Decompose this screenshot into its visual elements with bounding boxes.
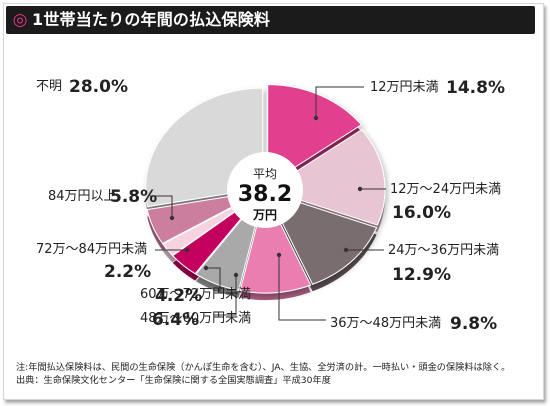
leader-dot xyxy=(343,247,349,253)
slice-category-label: 12万～24万円未満 xyxy=(390,182,501,197)
slice-labels: 12万円未満 14.8% 12万～24万円未満 16.0% 24万～36万円未満 12.9… xyxy=(36,77,505,334)
leader-dot xyxy=(313,115,319,121)
slice-category-label: 不明 xyxy=(36,79,62,94)
leader-dot xyxy=(203,265,209,271)
footnote: 注:年間払込保険料は、民間の生命保険（かんぽ生命を含む）、JA、生協、全労済の計… xyxy=(16,362,511,373)
title-bar: ◎ 1世帯当たりの年間の払込保険料 xyxy=(6,6,535,34)
slice-category-label: 48万～60万円未満 xyxy=(140,311,251,326)
center-value: 38.2 xyxy=(238,182,292,207)
slice-value-label: 2.2% xyxy=(104,262,151,282)
leader-line xyxy=(278,255,326,321)
slice-value-label: 16.0% xyxy=(392,203,451,223)
center-label: 平均 xyxy=(253,167,277,181)
leader-dot xyxy=(357,186,363,192)
chart-title: 1世帯当たりの年間の払込保険料 xyxy=(32,10,271,29)
leader-line xyxy=(150,195,173,218)
center-unit: 万円 xyxy=(252,208,277,222)
leader-line xyxy=(214,275,237,316)
slice-category-label: 72万～84万円未満 xyxy=(36,242,147,257)
title-bullet-icon: ◎ xyxy=(12,10,28,30)
slice-value-label: 14.8% xyxy=(446,78,505,98)
slice-category-label: 84万円以上 xyxy=(48,189,117,204)
slice-category-label: 24万～36万円未満 xyxy=(388,243,499,258)
slice-category-label: 12万円未満 xyxy=(370,80,439,95)
slice-value-label: 4.2% xyxy=(155,286,202,306)
leader-line xyxy=(206,267,221,292)
leader-dot xyxy=(276,252,282,258)
slice-value-label: 6.4% xyxy=(152,310,199,330)
pie-slice xyxy=(266,191,378,285)
slice-value-label: 28.0% xyxy=(69,77,128,97)
slice-category-label: 36万～48万円未満 xyxy=(330,316,441,331)
slice-value-label: 12.9% xyxy=(392,265,451,285)
slice-category-label: 60万～72万円未満 xyxy=(140,287,251,302)
slice-value-label: 5.8% xyxy=(110,187,157,207)
leader-dot xyxy=(233,272,239,278)
leader-dot xyxy=(169,215,175,221)
slice-value-label: 9.8% xyxy=(450,314,497,334)
pie-slice xyxy=(266,129,386,226)
leader-line xyxy=(315,86,364,118)
pie-slice xyxy=(267,84,363,186)
leader-dot xyxy=(184,247,190,253)
source-note: 出典：生命保険文化センター「生命保険に関する全国実態調査」平成30年度 xyxy=(16,375,331,386)
center-circle xyxy=(227,152,303,228)
center-average: 平均 38.2 万円 xyxy=(227,152,303,228)
pie-slice xyxy=(239,191,312,294)
leader-lines xyxy=(150,86,386,321)
